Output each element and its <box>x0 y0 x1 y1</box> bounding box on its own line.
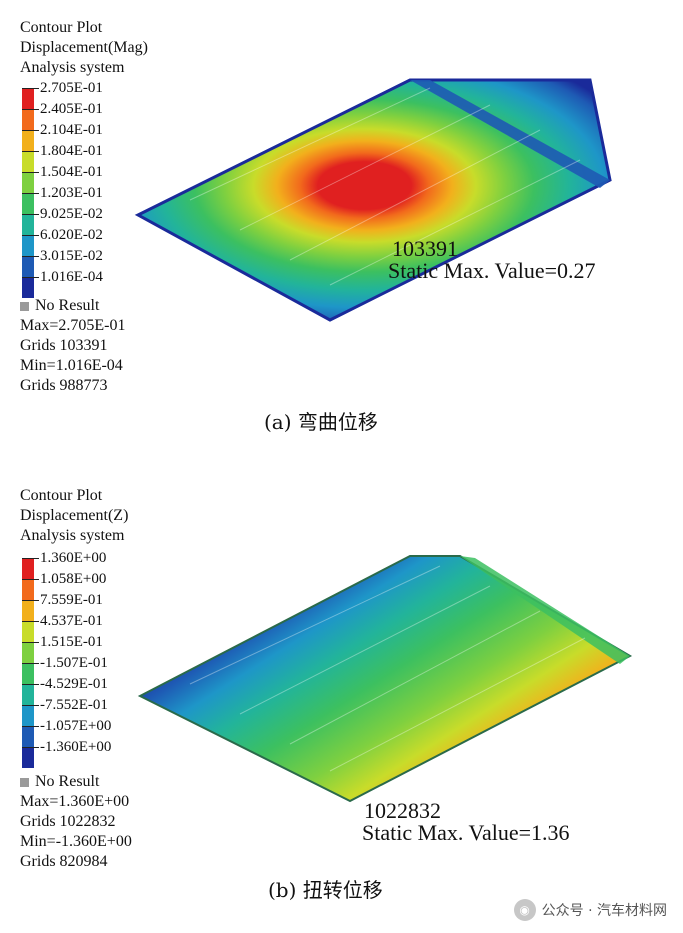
no-result-swatch <box>20 301 29 311</box>
legend-tick-label: -4.529E-01 <box>27 676 108 692</box>
torsion-contour-plot <box>137 555 633 803</box>
no-result-label: No Result <box>35 773 100 790</box>
legend-tick-label: 2.405E-01 <box>27 101 103 117</box>
legend-system: Analysis system <box>20 527 125 544</box>
legend-title: Contour Plot <box>20 19 103 36</box>
no-result-row: No Result <box>20 772 132 792</box>
stat-max-grid: Grids 1022832 <box>20 813 116 830</box>
legend-header: Contour Plot Displacement(Z) Analysis sy… <box>20 486 128 546</box>
legend-tick-label: 4.537E-01 <box>27 613 103 629</box>
legend-tick-label: 1.504E-01 <box>27 164 103 180</box>
panel-torsion-displacement: Contour Plot Displacement(Z) Analysis sy… <box>0 466 683 933</box>
legend-tick-label: 1.804E-01 <box>27 143 103 159</box>
plate-side-wall <box>410 80 610 188</box>
max-value-label: Static Max. Value=1.36 <box>362 820 570 845</box>
legend-subtitle: Displacement(Mag) <box>20 39 148 56</box>
legend-tick-label: 9.025E-02 <box>27 206 103 222</box>
legend-tick-label: 6.020E-02 <box>27 227 103 243</box>
plate-side-wall <box>460 556 630 664</box>
legend-tick-label: -1.507E-01 <box>27 655 108 671</box>
legend-stats: No Result Max=2.705E-01 Grids 103391 Min… <box>20 296 125 396</box>
bending-contour-plot <box>134 78 612 322</box>
legend-tick-label: 1.016E-04 <box>27 269 103 285</box>
panel-bending-displacement: Contour Plot Displacement(Mag) Analysis … <box>0 0 683 460</box>
max-node-label: 103391 <box>392 236 458 261</box>
legend-tick-label: 1.360E+00 <box>27 550 106 566</box>
watermark-text: 公众号 · 汽车材料网 <box>541 903 667 919</box>
legend-tick-label: 7.559E-01 <box>27 592 103 608</box>
legend-system: Analysis system <box>20 59 125 76</box>
legend-tick-label: 2.104E-01 <box>27 122 103 138</box>
plate-surface <box>137 555 633 803</box>
caption: (a) 弯曲位移 <box>264 410 378 434</box>
mesh-lines <box>189 565 586 772</box>
stat-min: Min=-1.360E+00 <box>20 833 132 850</box>
max-value-label: Static Max. Value=0.27 <box>388 258 596 283</box>
caption: (b) 扭转位移 <box>268 878 383 902</box>
stat-min-grid: Grids 988773 <box>20 377 108 394</box>
legend-tick-label: 2.705E-01 <box>27 80 103 96</box>
mesh-lines <box>189 87 581 286</box>
wechat-icon: ◉ <box>513 899 536 921</box>
legend-title: Contour Plot <box>20 487 103 504</box>
stat-max: Max=1.360E+00 <box>20 793 130 810</box>
legend-subtitle: Displacement(Z) <box>20 507 129 524</box>
legend-tick-label: 3.015E-02 <box>27 248 103 264</box>
stat-min: Min=1.016E-04 <box>20 357 123 374</box>
legend-tick-label: 1.058E+00 <box>27 571 106 587</box>
no-result-row: No Result <box>20 296 125 316</box>
stat-min-grid: Grids 820984 <box>20 853 108 870</box>
legend-tick-label: 1.515E-01 <box>27 634 103 650</box>
max-node-label: 1022832 <box>364 798 441 823</box>
legend-tick-label: 1.203E-01 <box>27 185 103 201</box>
plate-surface <box>134 78 612 322</box>
legend-tick-label: -1.360E+00 <box>27 739 111 755</box>
watermark: ◉ 公众号 · 汽车材料网 <box>513 899 667 921</box>
legend-stats: No Result Max=1.360E+00 Grids 1022832 Mi… <box>20 772 132 872</box>
stat-max: Max=2.705E-01 <box>20 317 126 334</box>
stat-max-grid: Grids 103391 <box>20 337 108 354</box>
legend-header: Contour Plot Displacement(Mag) Analysis … <box>20 18 148 78</box>
legend-tick-label: -7.552E-01 <box>27 697 108 713</box>
no-result-swatch <box>20 777 29 787</box>
legend-tick-label: -1.057E+00 <box>27 718 111 734</box>
no-result-label: No Result <box>35 297 100 314</box>
